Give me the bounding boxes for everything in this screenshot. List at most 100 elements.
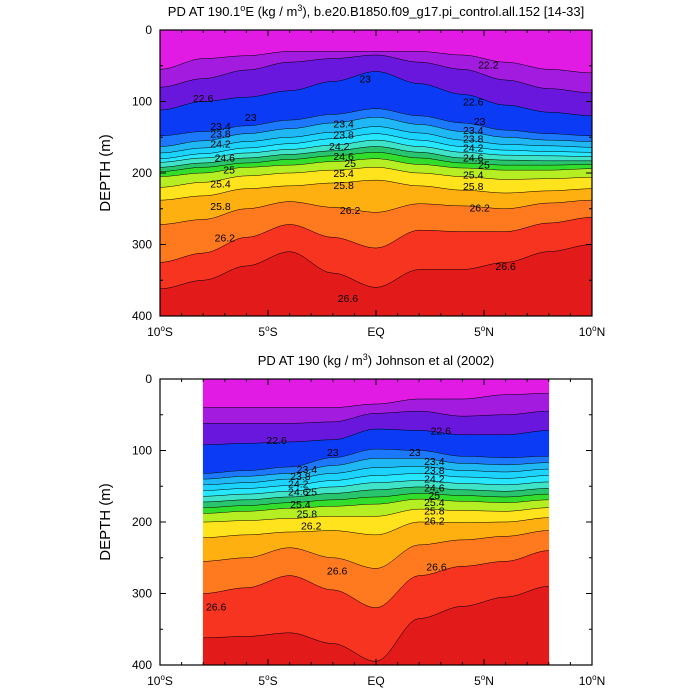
contour-label: 24.2 [463, 142, 484, 154]
panel-bottom: 22.62322.62323.423.824.224.62525.425.826… [97, 352, 605, 688]
x-tick-label: EQ [367, 674, 384, 688]
x-tick-label: 10oS [147, 673, 173, 688]
contour-line [203, 448, 549, 474]
contour-label: 25.8 [297, 508, 318, 520]
contour-label: 26.6 [327, 566, 348, 578]
contour-label: 25 [428, 490, 440, 502]
contour-label: 26.6 [206, 601, 227, 613]
contour-line [159, 108, 593, 137]
contour-label: 25.4 [210, 179, 231, 191]
contour-label: 23.4 [210, 121, 231, 133]
contour-label: 26.2 [215, 232, 236, 244]
contour-line [203, 480, 549, 497]
y-tick-label: 0 [145, 372, 152, 386]
contour-label: 23.8 [424, 465, 445, 477]
chart-title: PD AT 190.1oE (kg / m3), b.e20.B1850.f09… [168, 3, 584, 19]
y-tick-label: 200 [132, 166, 152, 180]
contour-fills [202, 378, 550, 666]
contour-labels: 2322.62322.622.22323.423.824.224.62523.4… [193, 59, 516, 305]
contour-label: 23 [409, 447, 421, 459]
contour-labels: 22.62322.62323.423.824.224.62525.425.826… [206, 425, 451, 613]
contour-label: 23.4 [424, 456, 445, 468]
contour-line [203, 473, 549, 491]
contour-label: 25 [344, 158, 356, 170]
contour-label: 23.8 [290, 471, 311, 483]
contour-line [159, 146, 592, 168]
contour-label: 22.6 [431, 425, 452, 437]
contour-label: 22.2 [478, 59, 499, 71]
contour-label: 26.2 [301, 521, 322, 533]
contour-label: 23.4 [463, 125, 484, 137]
contour-line [159, 158, 593, 177]
contour-label: 26.6 [426, 561, 447, 573]
contour-line [203, 465, 549, 486]
contour-label: 24.2 [424, 473, 445, 485]
contour-line [203, 550, 549, 609]
x-axis: 10oS 5oS EQ 5oN 10oN [147, 30, 605, 339]
y-tick-label: 300 [132, 587, 152, 601]
x-axis: 10oS 5oS EQ 5oN 10oN [147, 379, 605, 688]
contour-label: 24.6 [215, 152, 236, 164]
contour-label: 23.4 [297, 464, 318, 476]
contour-line [203, 458, 549, 480]
contour-label: 25.8 [424, 506, 445, 518]
x-tick-label: EQ [367, 325, 384, 339]
y-tick-label: 0 [145, 23, 152, 37]
contour-line [159, 54, 593, 94]
contour-label: 25.8 [210, 201, 231, 213]
contour-line [203, 517, 549, 538]
contour-line [159, 116, 593, 147]
contour-label: 26.2 [340, 205, 361, 217]
contour-label: 22.6 [193, 93, 214, 105]
contour-label: 22.6 [266, 435, 287, 447]
contour-lines [159, 51, 593, 290]
x-tick-label: 10oN [579, 324, 605, 339]
contour-label: 26.6 [495, 261, 516, 273]
y-tick-label: 100 [132, 444, 152, 458]
contour-line [159, 217, 593, 263]
contour-label: 25.4 [463, 169, 484, 181]
contour-label: 25 [478, 159, 490, 171]
contour-line [159, 126, 593, 154]
x-tick-label: 10oN [579, 673, 605, 688]
contour-label: 23.8 [333, 129, 354, 141]
contour-label: 23.4 [333, 119, 354, 131]
contour-line [159, 71, 593, 117]
y-tick-label: 400 [132, 658, 152, 672]
x-tick-label: 5oN [474, 324, 494, 339]
y-tick-label: 100 [132, 95, 152, 109]
x-tick-label: 5oS [258, 324, 277, 339]
contour-label: 26.6 [338, 293, 359, 305]
y-tick-label: 300 [132, 238, 152, 252]
panel-top: 2322.62322.622.22323.423.824.224.62523.4… [97, 3, 605, 339]
contour-line [203, 410, 549, 424]
contour-line [203, 507, 549, 523]
contour-label: 23 [359, 74, 371, 86]
y-tick-label: 400 [132, 309, 152, 323]
contour-label: 24.6 [424, 483, 445, 495]
chart-title: PD AT 190 (kg / m3) Johnson et al (2002) [258, 352, 495, 368]
contour-label: 24.2 [329, 141, 350, 153]
x-tick-label: 5oS [258, 673, 277, 688]
x-tick-label: 10oS [147, 324, 173, 339]
contour-line [203, 428, 549, 446]
y-axis-label: DEPTH (m) [97, 483, 114, 561]
contour-label: 25.8 [463, 181, 484, 193]
contour-label: 24.2 [288, 478, 309, 490]
contour-line [159, 133, 593, 159]
contour-label: 25.4 [333, 168, 354, 180]
contour-label: 26.2 [469, 202, 490, 214]
contour-label: 23 [474, 116, 486, 128]
contour-line [203, 493, 549, 508]
contour-line [159, 51, 593, 74]
contour-label: 23.8 [463, 134, 484, 146]
contour-label: 25.4 [424, 497, 445, 509]
contour-line [159, 139, 593, 163]
contour-label: 24.2 [210, 139, 231, 151]
contour-line [159, 152, 593, 172]
y-axis-label: DEPTH (m) [97, 134, 114, 212]
contour-label: 22.6 [463, 97, 484, 109]
contour-label: 24.6 [463, 152, 484, 164]
contour-label: 23 [245, 112, 257, 124]
